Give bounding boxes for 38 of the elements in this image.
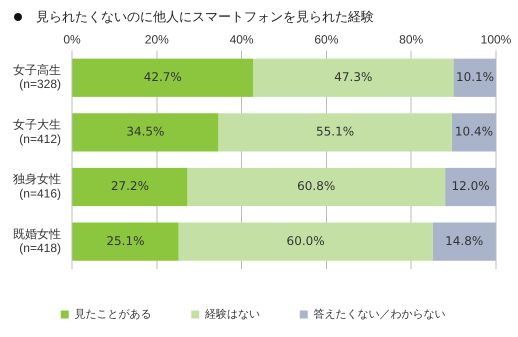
bar	[432, 222, 496, 261]
bar	[72, 168, 188, 206]
x-tick-label: 80%	[399, 32, 424, 47]
bar	[72, 58, 254, 97]
bar	[452, 113, 496, 152]
x-tick-label: 0%	[63, 32, 81, 47]
bar	[178, 222, 433, 261]
y-tick-label: 既婚女性 (n=418)	[13, 226, 61, 256]
x-tick-label: 40%	[230, 32, 254, 47]
data-label: 47.3%	[334, 70, 372, 84]
data-label: 14.8%	[445, 234, 484, 248]
bar	[187, 168, 446, 206]
data-label: 27.2%	[110, 179, 149, 194]
y-tick-label: 女子高生 (n=328)	[13, 62, 61, 92]
data-label: 60.0%	[286, 234, 325, 248]
data-label: 12.0%	[451, 179, 490, 194]
y-tick-label: 女子大生 (n=412)	[13, 117, 61, 146]
data-label: 60.8%	[297, 179, 336, 194]
data-label: 42.7%	[144, 70, 182, 84]
x-tick-label: 100%	[480, 32, 512, 47]
bar	[454, 58, 496, 97]
chart-title: 見られたくないのに他人にスマートフォンを見られた経験	[36, 9, 374, 26]
data-label: 10.1%	[456, 70, 494, 84]
bar	[253, 58, 454, 97]
x-tick-label: 20%	[144, 32, 170, 47]
bar	[445, 168, 496, 206]
data-label: 10.4%	[454, 124, 494, 138]
data-label: 34.5%	[126, 124, 164, 138]
y-tick-label: 独身女性 (n=416)	[13, 172, 61, 201]
data-label: 55.1%	[316, 124, 354, 138]
bar	[72, 222, 178, 261]
bar	[72, 113, 218, 152]
legend-label: 見たことがある	[74, 308, 152, 321]
bar	[218, 113, 452, 152]
x-tick-label: 60%	[314, 32, 339, 47]
legend-label: 答えたくない／わからない	[313, 308, 446, 321]
legend-label: 経験はない	[204, 308, 260, 321]
data-label: 25.1%	[106, 234, 145, 248]
